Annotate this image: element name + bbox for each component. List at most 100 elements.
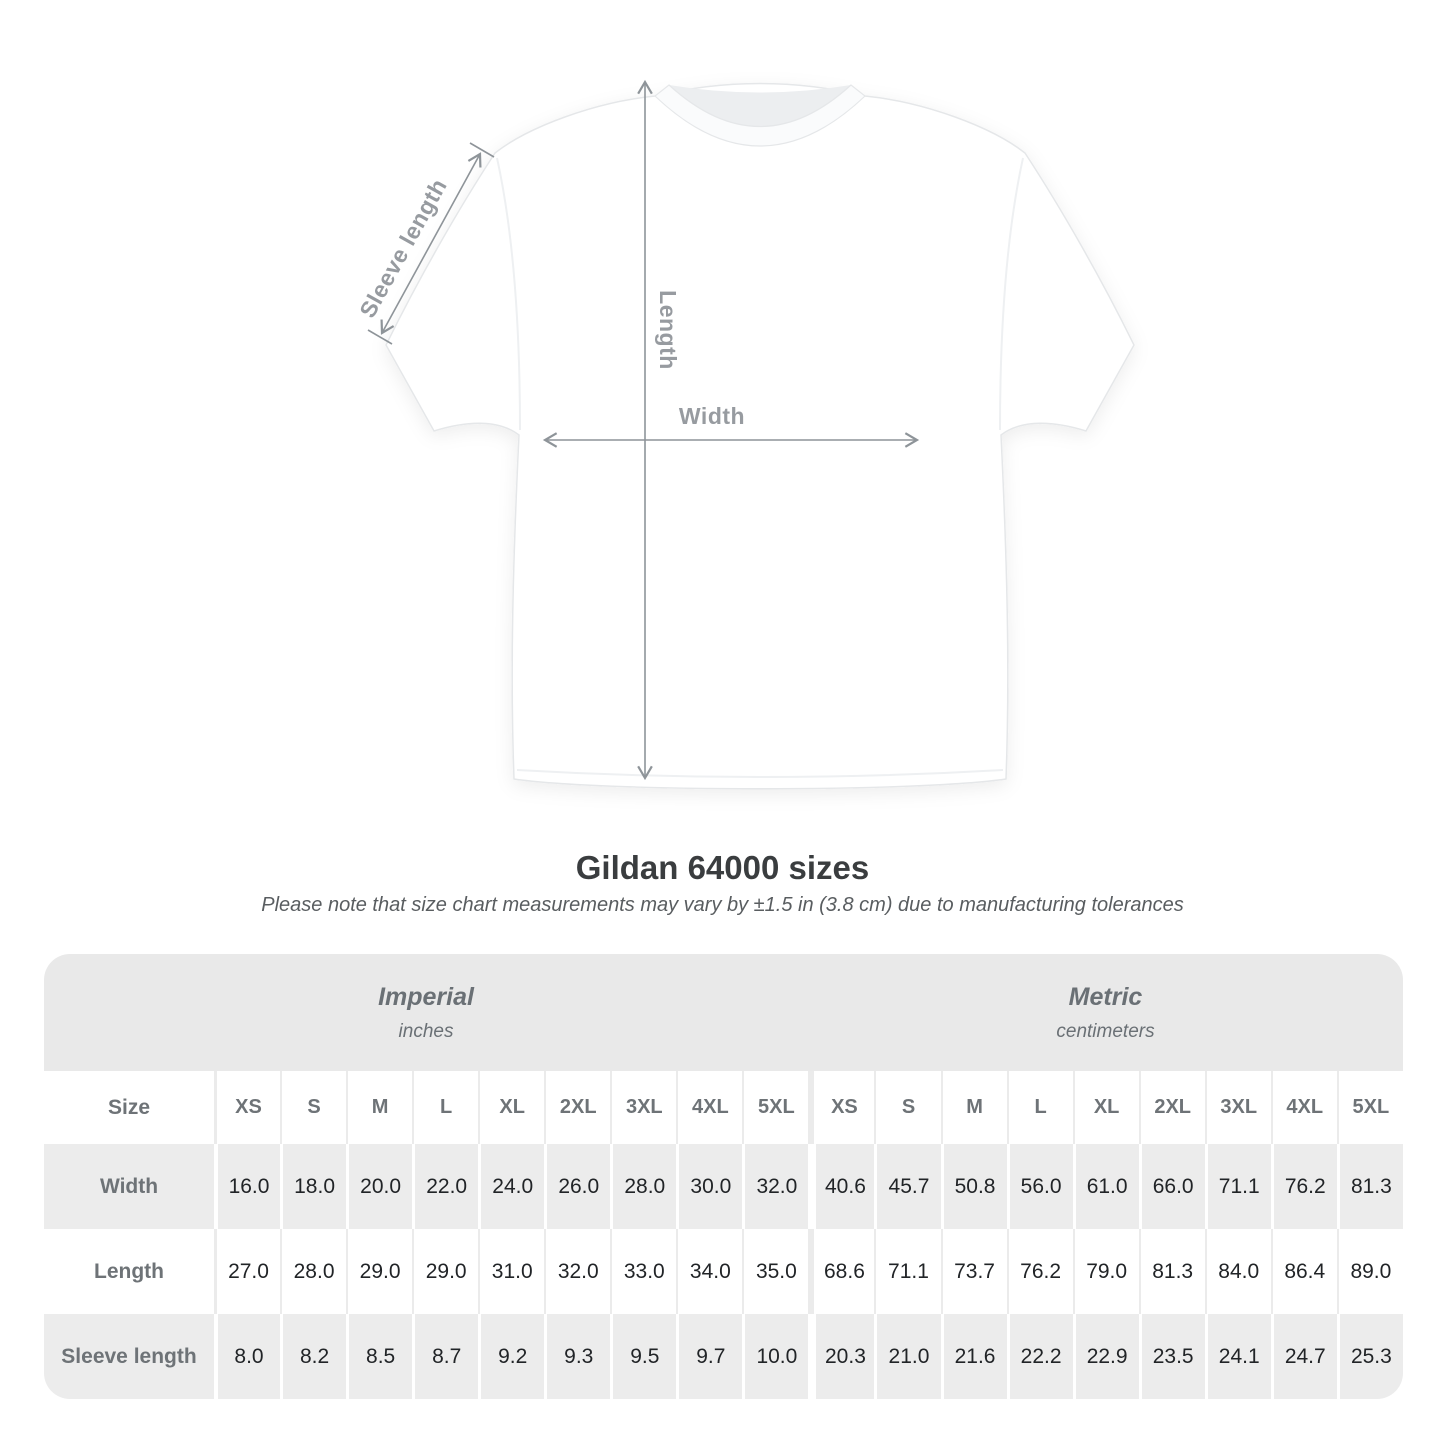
value-cell: 76.2 xyxy=(1270,1144,1337,1229)
table-row-length: Length 27.0 28.0 29.0 29.0 31.0 32.0 33.… xyxy=(44,1229,1403,1314)
row-label: Width xyxy=(44,1144,214,1229)
size-column-header: Size xyxy=(44,1071,214,1144)
right-sleeve-seam xyxy=(999,157,1024,431)
value-cell: 8.0 xyxy=(214,1314,281,1399)
metric-header: Metric centimeters xyxy=(808,954,1403,1071)
size-col: 3XL xyxy=(610,1071,677,1144)
value-cell: 9.7 xyxy=(676,1314,743,1399)
value-cell: 9.5 xyxy=(610,1314,677,1399)
width-label: Width xyxy=(679,403,745,429)
size-col: S xyxy=(874,1071,941,1144)
imperial-unit-label: inches xyxy=(398,1020,454,1042)
value-cell: 10.0 xyxy=(742,1314,809,1399)
value-cell: 20.0 xyxy=(346,1144,413,1229)
value-cell: 71.1 xyxy=(874,1229,941,1314)
value-cell: 61.0 xyxy=(1072,1144,1139,1229)
size-col: XL xyxy=(1072,1071,1139,1144)
value-cell: 8.2 xyxy=(280,1314,347,1399)
size-col: L xyxy=(412,1071,479,1144)
value-cell: 33.0 xyxy=(610,1229,677,1314)
size-col: 4XL xyxy=(1270,1071,1337,1144)
value-cell: 24.0 xyxy=(478,1144,545,1229)
value-cell: 8.7 xyxy=(412,1314,479,1399)
value-cell: 32.0 xyxy=(544,1229,611,1314)
size-col: 2XL xyxy=(1138,1071,1205,1144)
value-cell: 22.2 xyxy=(1006,1314,1073,1399)
collar-band xyxy=(654,84,866,147)
value-cell: 9.2 xyxy=(478,1314,545,1399)
imperial-label: Imperial xyxy=(378,982,474,1011)
value-cell: 28.0 xyxy=(610,1144,677,1229)
size-col: 2XL xyxy=(544,1071,611,1144)
value-cell: 27.0 xyxy=(214,1229,281,1314)
value-cell: 22.9 xyxy=(1072,1314,1139,1399)
left-sleeve-seam xyxy=(496,157,521,431)
value-cell: 31.0 xyxy=(478,1229,545,1314)
size-header-row: Size XS S M L XL 2XL 3XL 4XL 5XL XS S M … xyxy=(44,1071,1403,1144)
value-cell: 24.1 xyxy=(1204,1314,1271,1399)
size-col: 3XL xyxy=(1204,1071,1271,1144)
size-col: XL xyxy=(478,1071,545,1144)
value-cell: 23.5 xyxy=(1138,1314,1205,1399)
metric-unit-label: centimeters xyxy=(1056,1020,1155,1042)
size-col: M xyxy=(346,1071,413,1144)
value-cell: 73.7 xyxy=(940,1229,1007,1314)
value-cell: 45.7 xyxy=(874,1144,941,1229)
value-cell: 26.0 xyxy=(544,1144,611,1229)
value-cell: 25.3 xyxy=(1336,1314,1403,1399)
value-cell: 16.0 xyxy=(214,1144,281,1229)
value-cell: 30.0 xyxy=(676,1144,743,1229)
value-cell: 76.2 xyxy=(1006,1229,1073,1314)
value-cell: 28.0 xyxy=(280,1229,347,1314)
size-col: 5XL xyxy=(1336,1071,1403,1144)
value-cell: 22.0 xyxy=(412,1144,479,1229)
row-label: Length xyxy=(44,1229,214,1314)
value-cell: 50.8 xyxy=(940,1144,1007,1229)
page-subtitle: Please note that size chart measurements… xyxy=(261,894,1184,916)
value-cell: 29.0 xyxy=(346,1229,413,1314)
units-header-band: Imperial inches Metric centimeters xyxy=(44,954,1403,1071)
measurements-table: Size XS S M L XL 2XL 3XL 4XL 5XL XS S M … xyxy=(44,1071,1403,1399)
value-cell: 66.0 xyxy=(1138,1144,1205,1229)
value-cell: 18.0 xyxy=(280,1144,347,1229)
value-cell: 81.3 xyxy=(1336,1144,1403,1229)
value-cell: 84.0 xyxy=(1204,1229,1271,1314)
imperial-header: Imperial inches xyxy=(44,954,808,1071)
value-cell: 71.1 xyxy=(1204,1144,1271,1229)
value-cell: 56.0 xyxy=(1006,1144,1073,1229)
table-row-sleeve-length: Sleeve length 8.0 8.2 8.5 8.7 9.2 9.3 9.… xyxy=(44,1314,1403,1399)
size-col: 4XL xyxy=(676,1071,743,1144)
size-col: M xyxy=(940,1071,1007,1144)
tshirt-image xyxy=(385,82,1135,790)
value-cell: 86.4 xyxy=(1270,1229,1337,1314)
row-label: Sleeve length xyxy=(44,1314,214,1399)
value-cell: 79.0 xyxy=(1072,1229,1139,1314)
sleeve-length-arrow xyxy=(367,142,495,345)
length-label: Length xyxy=(655,290,681,370)
value-cell: 21.6 xyxy=(940,1314,1007,1399)
value-cell: 68.6 xyxy=(808,1229,875,1314)
value-cell: 40.6 xyxy=(808,1144,875,1229)
value-cell: 9.3 xyxy=(544,1314,611,1399)
value-cell: 8.5 xyxy=(346,1314,413,1399)
size-col: S xyxy=(280,1071,347,1144)
value-cell: 89.0 xyxy=(1336,1229,1403,1314)
value-cell: 29.0 xyxy=(412,1229,479,1314)
page-title: Gildan 64000 sizes xyxy=(575,849,870,886)
size-col: L xyxy=(1006,1071,1073,1144)
size-col: 5XL xyxy=(742,1071,809,1144)
value-cell: 20.3 xyxy=(808,1314,875,1399)
size-table: Imperial inches Metric centimeters Size … xyxy=(44,954,1403,1399)
value-cell: 32.0 xyxy=(742,1144,809,1229)
table-row-width: Width 16.0 18.0 20.0 22.0 24.0 26.0 28.0… xyxy=(44,1144,1403,1229)
value-cell: 21.0 xyxy=(874,1314,941,1399)
value-cell: 24.7 xyxy=(1270,1314,1337,1399)
metric-label: Metric xyxy=(1068,982,1143,1011)
value-cell: 81.3 xyxy=(1138,1229,1205,1314)
bottom-hem-seam xyxy=(516,769,1004,778)
value-cell: 35.0 xyxy=(742,1229,809,1314)
tshirt-measurement-diagram: Sleeve length Length Width xyxy=(354,79,1135,790)
value-cell: 34.0 xyxy=(676,1229,743,1314)
size-col: XS xyxy=(808,1071,875,1144)
